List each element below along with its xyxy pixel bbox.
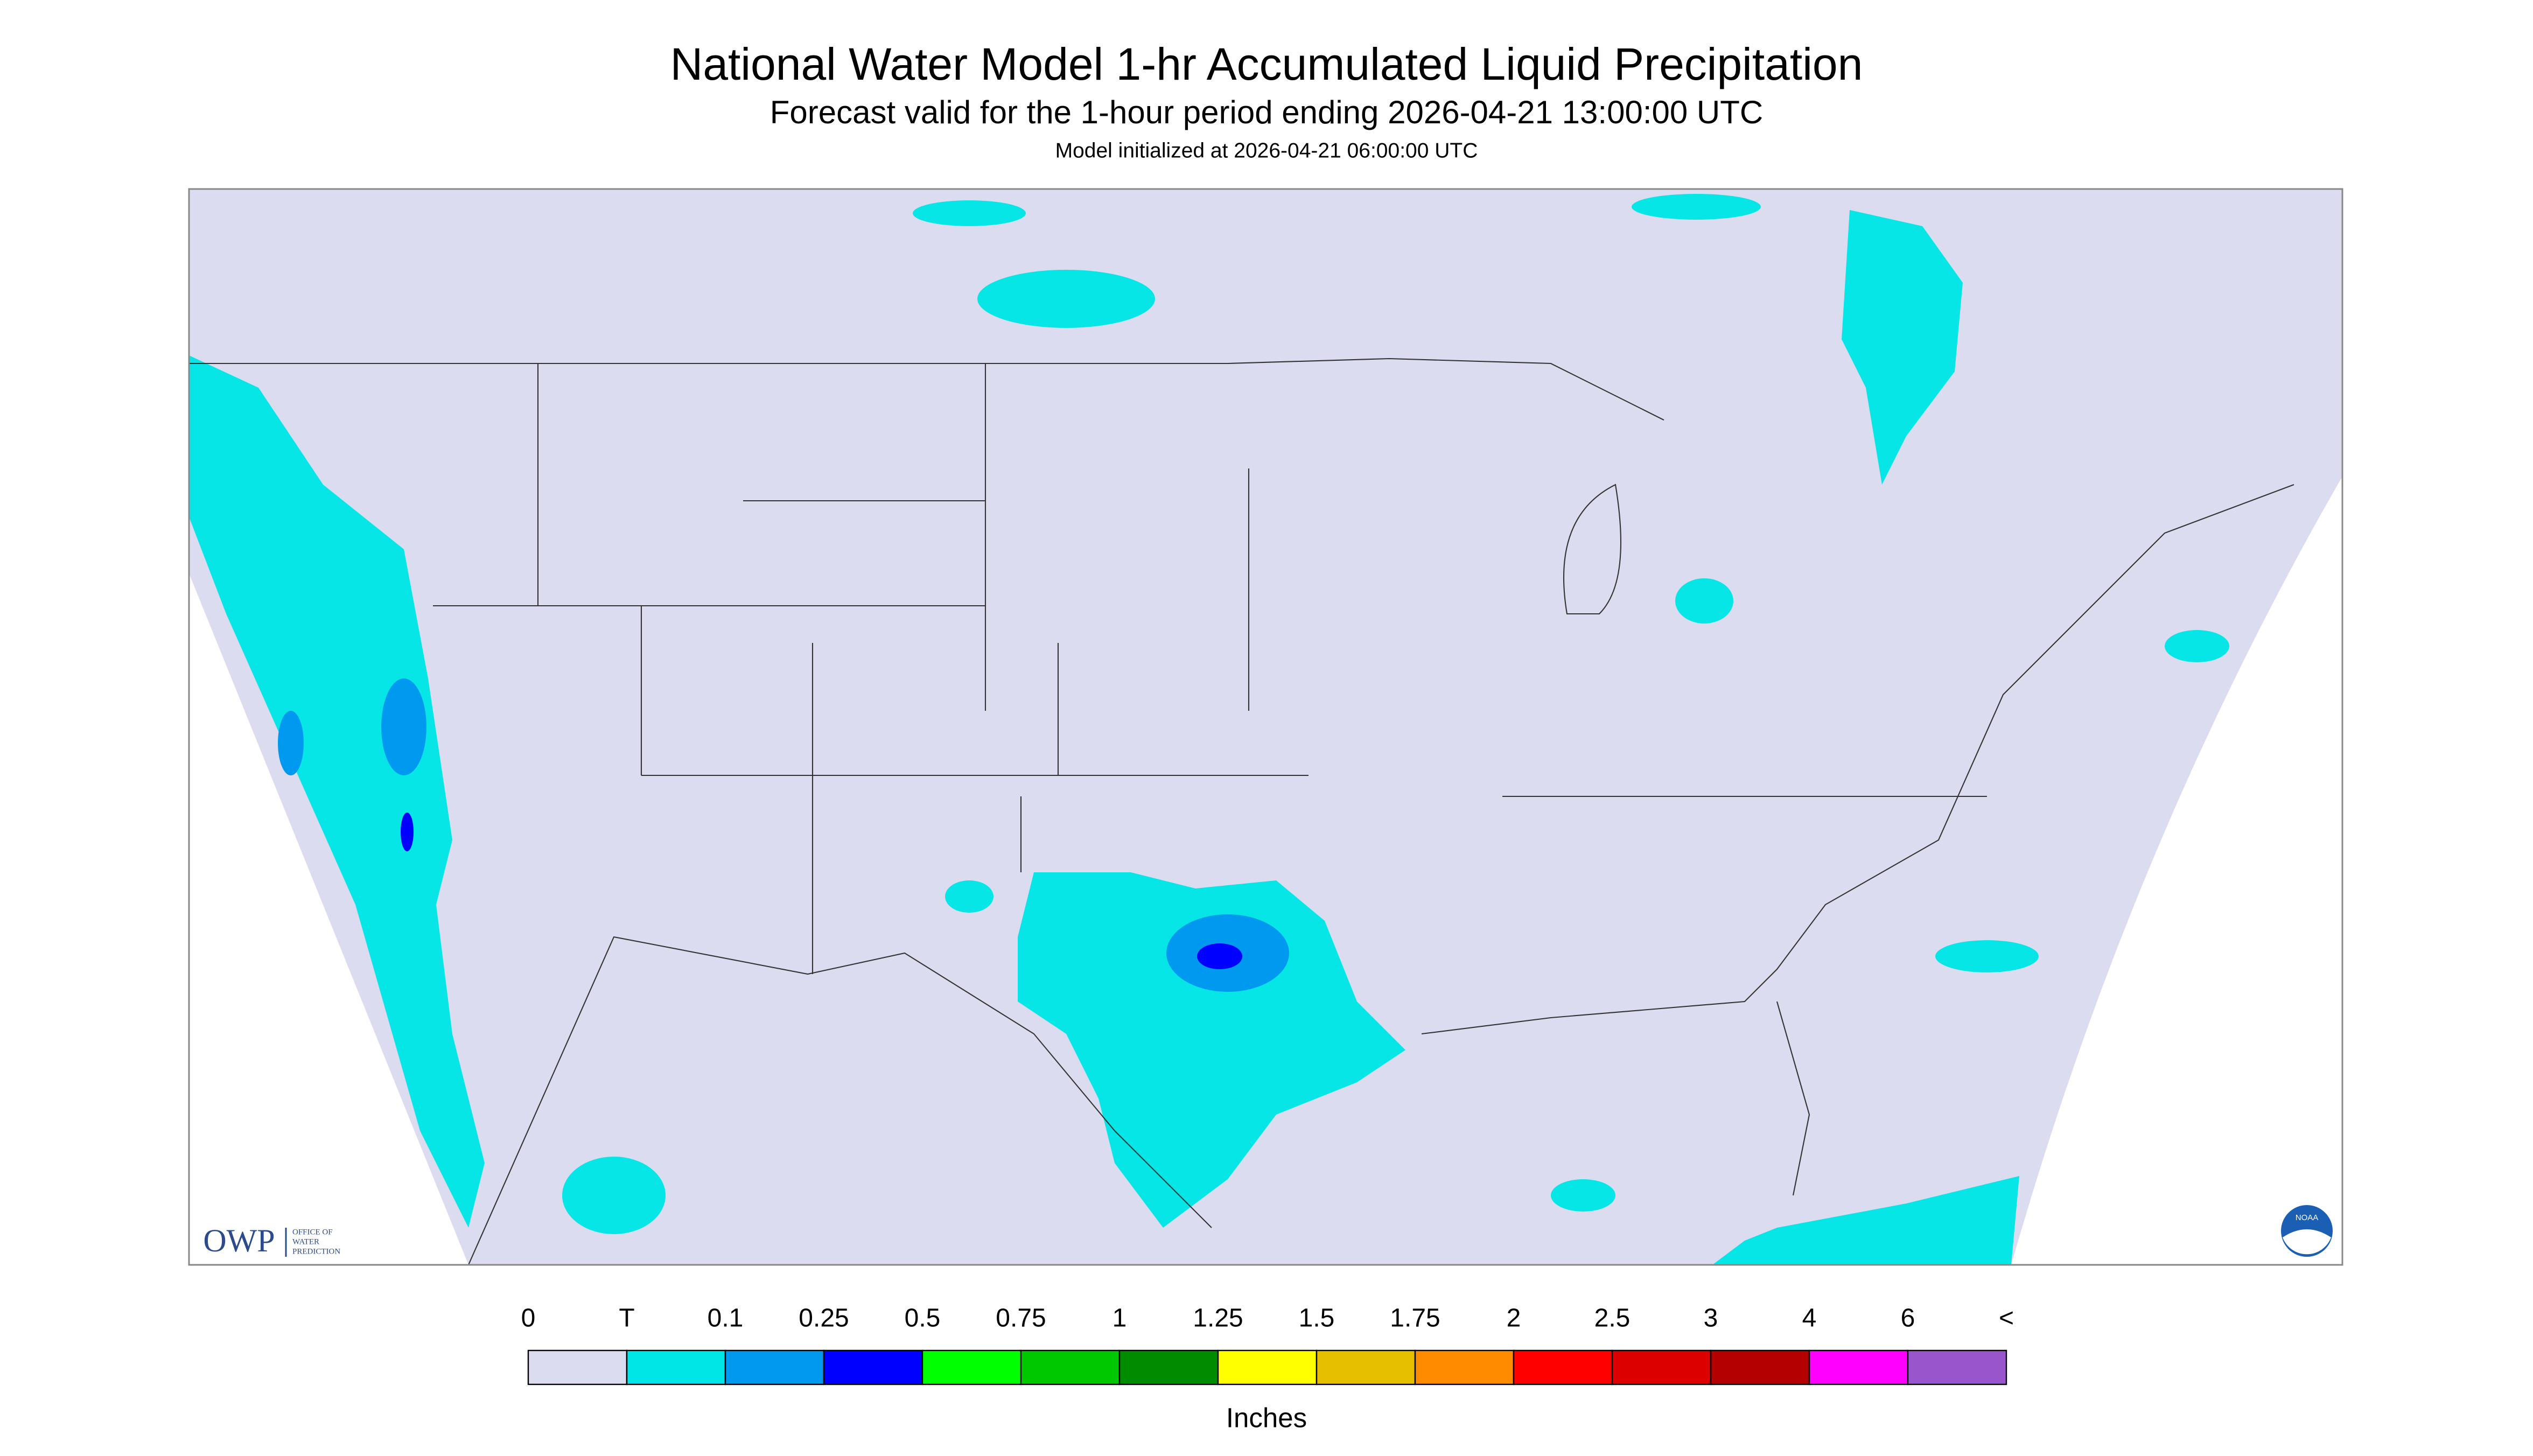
legend-swatch [1611, 1349, 1712, 1385]
legend-label: 0.25 [799, 1304, 849, 1333]
noaa-logo-wave [2283, 1229, 2331, 1255]
legend-label: T [619, 1304, 634, 1333]
legend-swatch [1513, 1349, 1613, 1385]
legend-label: 6 [1901, 1304, 1915, 1333]
legend-swatch [1710, 1349, 1810, 1385]
owp-logo-text: OFFICE OF [292, 1228, 333, 1236]
legend-swatch [724, 1349, 825, 1385]
legend-swatch [626, 1349, 726, 1385]
legend-swatch [1808, 1349, 1909, 1385]
legend-label: 1 [1112, 1304, 1127, 1333]
legend-label: 3 [1704, 1304, 1718, 1333]
legend-label: < [1999, 1304, 2014, 1333]
legend-swatch [1414, 1349, 1515, 1385]
legend-label: 1.5 [1299, 1304, 1335, 1333]
legend-label: 2 [1507, 1304, 1521, 1333]
legend-label: 4 [1802, 1304, 1817, 1333]
legend-label: 2.5 [1594, 1304, 1631, 1333]
owp-logo: OWP [203, 1223, 275, 1258]
legend-swatch [921, 1349, 1022, 1385]
legend-swatch [1316, 1349, 1416, 1385]
legend-swatch [823, 1349, 923, 1385]
legend-swatch [1907, 1349, 2007, 1385]
map: OWP OFFICE OF WATER PREDICTION NOAA [188, 188, 2343, 1266]
precip-area [401, 813, 1242, 970]
legend-swatch [527, 1349, 628, 1385]
noaa-logo-text: NOAA [2296, 1213, 2319, 1222]
legend-swatch [1217, 1349, 1318, 1385]
legend-label: 0.75 [996, 1304, 1046, 1333]
legend-swatch [1118, 1349, 1219, 1385]
init-note: Model initialized at 2026-04-21 06:00:00… [1055, 139, 1478, 162]
legend: 0 T 0.1 0.25 0.5 0.75 1 1.25 1.5 1.75 2 2.5 3 4 6 < [521, 1304, 2014, 1385]
title: National Water Model 1-hr Accumulated Li… [670, 39, 1863, 89]
outside-domain [189, 573, 468, 1265]
owp-logo-text: WATER [292, 1237, 319, 1246]
legend-label: 0 [521, 1304, 536, 1333]
legend-label: 1.75 [1390, 1304, 1440, 1333]
legend-units: Inches [1226, 1402, 1307, 1433]
legend-swatch [1020, 1349, 1121, 1385]
precip-area [189, 194, 2229, 1265]
boundaries [189, 358, 2294, 1265]
subtitle: Forecast valid for the 1-hour period end… [770, 94, 1763, 130]
legend-label: 0.1 [708, 1304, 744, 1333]
map-frame [188, 188, 2343, 1266]
outside-domain [2011, 477, 2342, 1265]
legend-label: 0.5 [905, 1304, 941, 1333]
owp-logo-text: PREDICTION [292, 1247, 340, 1256]
legend-label: 1.25 [1193, 1304, 1243, 1333]
